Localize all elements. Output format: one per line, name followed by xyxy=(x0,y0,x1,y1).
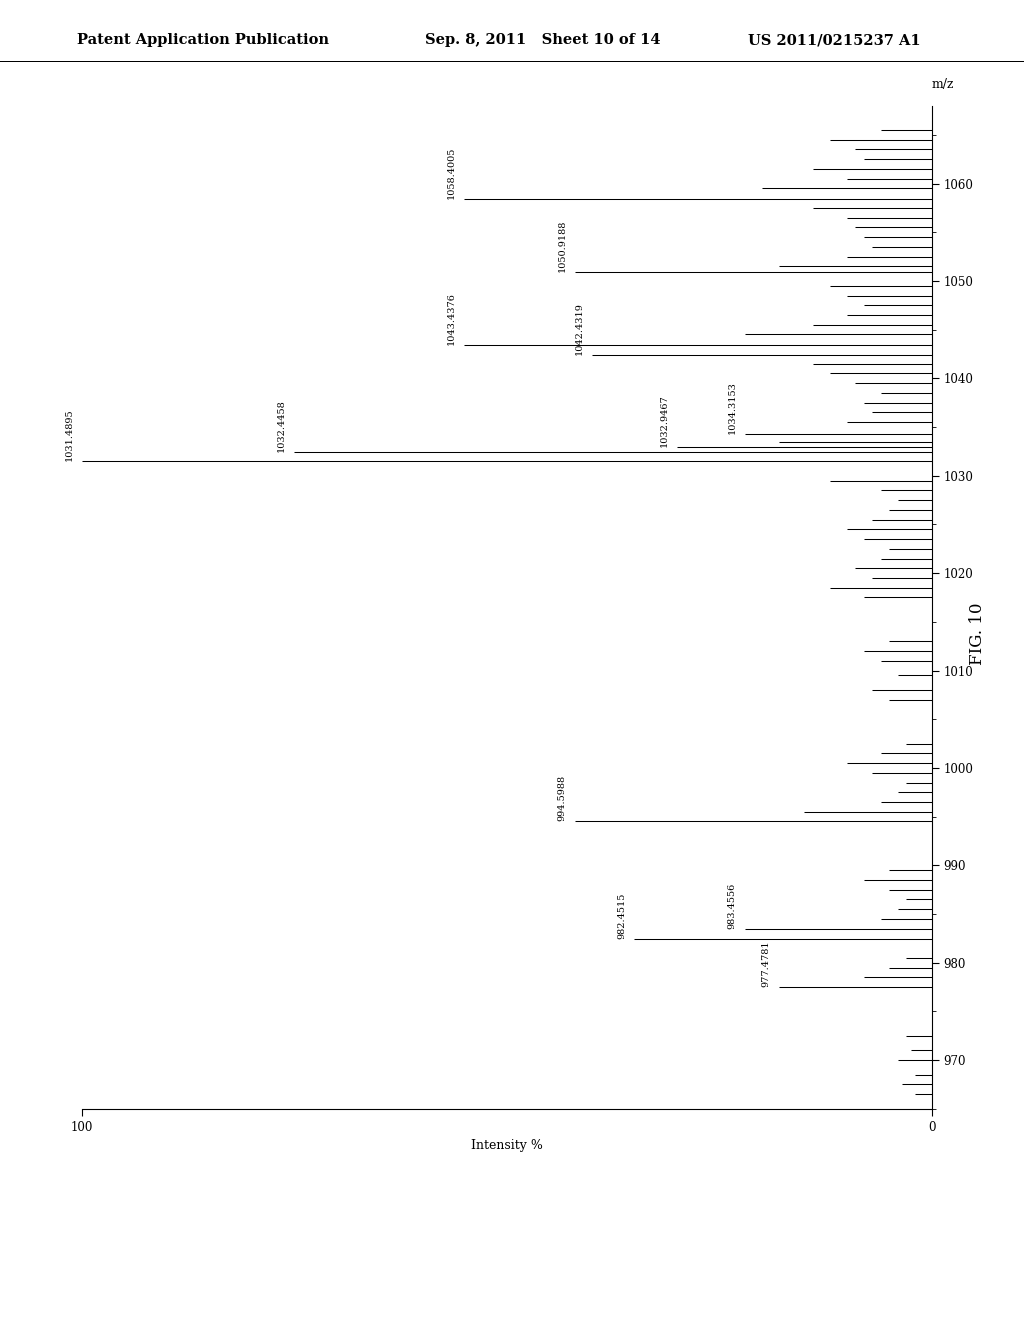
X-axis label: Intensity %: Intensity % xyxy=(471,1139,543,1152)
Text: 983.4556: 983.4556 xyxy=(728,883,736,929)
Text: 1043.4376: 1043.4376 xyxy=(447,292,456,345)
Text: FIG. 10: FIG. 10 xyxy=(970,602,986,665)
Text: m/z: m/z xyxy=(932,78,954,91)
Text: 977.4781: 977.4781 xyxy=(762,941,771,987)
Text: 1058.4005: 1058.4005 xyxy=(447,147,456,199)
Text: 1032.4458: 1032.4458 xyxy=(278,399,286,451)
Text: US 2011/0215237 A1: US 2011/0215237 A1 xyxy=(748,33,921,48)
Text: 1031.4895: 1031.4895 xyxy=(65,409,74,461)
Text: 994.5988: 994.5988 xyxy=(558,775,566,821)
Text: 1050.9188: 1050.9188 xyxy=(558,219,566,272)
Text: Sep. 8, 2011   Sheet 10 of 14: Sep. 8, 2011 Sheet 10 of 14 xyxy=(425,33,660,48)
Text: 1032.9467: 1032.9467 xyxy=(659,395,669,447)
Text: 1042.4319: 1042.4319 xyxy=(574,302,584,355)
Text: Patent Application Publication: Patent Application Publication xyxy=(77,33,329,48)
Text: 982.4515: 982.4515 xyxy=(617,892,626,939)
Text: 1034.3153: 1034.3153 xyxy=(728,380,736,434)
